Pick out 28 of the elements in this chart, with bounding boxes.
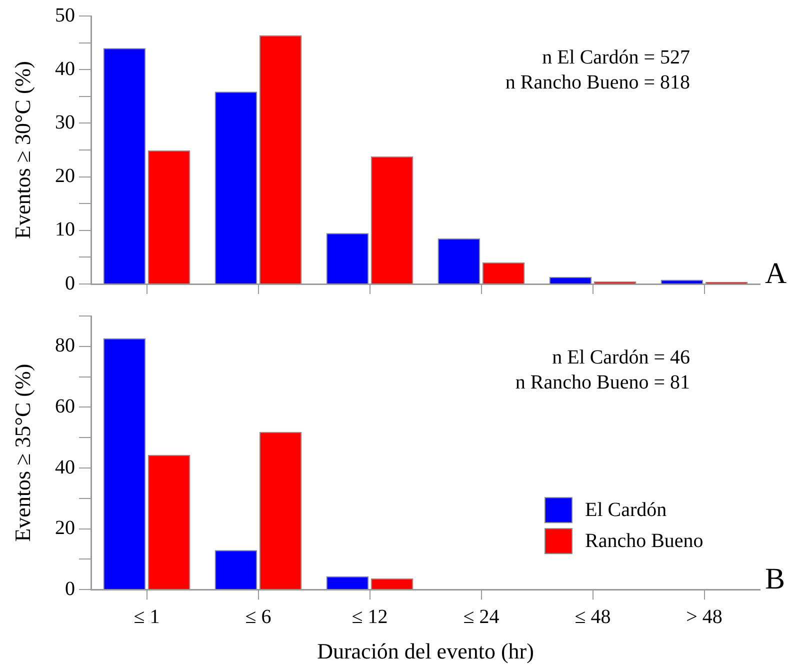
y-tick-label: 0 [65, 578, 75, 600]
text: B [765, 562, 786, 596]
y-tick-label: 80 [55, 334, 75, 357]
x-tick-label: ≤ 24 [463, 606, 500, 628]
y-tick-label: 10 [55, 218, 75, 241]
y-tick-label: 30 [55, 111, 75, 134]
y-axis-title: Eventos ≥ 30°C (%) [10, 61, 35, 239]
y-tick-label: 40 [55, 456, 75, 478]
annotation: n El Cardón = 46 [552, 346, 690, 368]
y-tick-label: 50 [55, 4, 75, 26]
y-axis-title: Eventos ≥ 35°C (%) [10, 364, 35, 542]
x-tick-label: > 48 [686, 606, 722, 628]
x-axis-title: Duración del evento (hr) [317, 638, 534, 664]
annotation: n Rancho Bueno = 81 [515, 371, 690, 394]
legend-label: Rancho Bueno [585, 530, 704, 552]
x-tick-label: ≤ 6 [245, 606, 272, 628]
y-tick-label: 40 [55, 58, 75, 80]
x-tick-label: ≤ 48 [574, 606, 611, 628]
y-tick-label: 0 [65, 272, 75, 294]
y-tick-label: 20 [55, 165, 75, 188]
annotation: n Rancho Bueno = 818 [505, 71, 690, 94]
x-tick-label: ≤ 1 [134, 606, 160, 628]
y-tick-label: 20 [55, 517, 75, 540]
x-tick-label: ≤ 12 [352, 606, 388, 628]
legend-label: El Cardón [585, 498, 667, 521]
text: A [765, 256, 787, 290]
annotation: n El Cardón = 527 [542, 46, 690, 68]
y-tick-label: 60 [55, 395, 75, 418]
